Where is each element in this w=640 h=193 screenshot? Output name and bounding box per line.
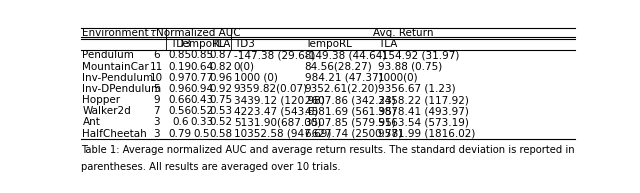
Text: 93.88 (0.75): 93.88 (0.75) — [378, 62, 442, 72]
Text: 0.92: 0.92 — [209, 84, 233, 94]
Text: -147.38 (29.68): -147.38 (29.68) — [234, 51, 315, 60]
Text: 0.56: 0.56 — [168, 106, 192, 116]
Text: -154.92 (31.97): -154.92 (31.97) — [378, 51, 459, 60]
Text: 0(0): 0(0) — [234, 62, 255, 72]
Text: 3: 3 — [153, 117, 160, 127]
Text: 0.58: 0.58 — [209, 129, 233, 139]
Text: 0.52: 0.52 — [190, 106, 213, 116]
Text: 1000 (0): 1000 (0) — [234, 73, 278, 83]
Text: Pendulum: Pendulum — [83, 51, 134, 60]
Text: Inv-DPendulum: Inv-DPendulum — [83, 84, 162, 94]
Text: 0.64: 0.64 — [190, 62, 213, 72]
Text: 5: 5 — [153, 84, 160, 94]
Text: 0.53: 0.53 — [209, 106, 233, 116]
Text: Normalized AUC: Normalized AUC — [156, 28, 241, 38]
Text: TD3: TD3 — [170, 39, 191, 49]
Text: 0.82: 0.82 — [209, 62, 233, 72]
Text: 0.96: 0.96 — [209, 73, 233, 83]
Text: 10: 10 — [150, 73, 163, 83]
Text: TLA: TLA — [378, 39, 397, 49]
Text: 0.33: 0.33 — [190, 117, 213, 127]
Text: 5163.54 (573.19): 5163.54 (573.19) — [378, 117, 468, 127]
Text: 10352.58 (947.69): 10352.58 (947.69) — [234, 129, 331, 139]
Text: 6627.74 (2500.78): 6627.74 (2500.78) — [305, 129, 402, 139]
Text: 2607.86 (342.23): 2607.86 (342.23) — [305, 95, 396, 105]
Text: TempoRL: TempoRL — [179, 39, 225, 49]
Text: 0.19: 0.19 — [168, 62, 192, 72]
Text: 9: 9 — [153, 95, 160, 105]
Text: 0.97: 0.97 — [168, 73, 192, 83]
Text: 84.56(28.27): 84.56(28.27) — [305, 62, 372, 72]
Text: Walker2d: Walker2d — [83, 106, 131, 116]
Text: parentheses. All results are averaged over 10 trials.: parentheses. All results are averaged ov… — [81, 162, 340, 172]
Text: Avg. Return: Avg. Return — [372, 28, 433, 38]
Text: 9356.67 (1.23): 9356.67 (1.23) — [378, 84, 455, 94]
Text: TempoRL: TempoRL — [305, 39, 351, 49]
Text: Table 1: Average normalized AUC and average return results. The standard deviati: Table 1: Average normalized AUC and aver… — [81, 145, 575, 155]
Text: 3878.41 (493.97): 3878.41 (493.97) — [378, 106, 468, 116]
Text: TLA: TLA — [211, 39, 231, 49]
Text: 9352.61(2.20): 9352.61(2.20) — [305, 84, 379, 94]
Text: 0.66: 0.66 — [168, 95, 192, 105]
Text: 0.43: 0.43 — [190, 95, 213, 105]
Text: 0.79: 0.79 — [168, 129, 192, 139]
Text: 0.6: 0.6 — [172, 117, 188, 127]
Text: 3507.85 (579.95): 3507.85 (579.95) — [305, 117, 396, 127]
Text: 4223.47 (543.6): 4223.47 (543.6) — [234, 106, 318, 116]
Text: 0.87: 0.87 — [209, 51, 233, 60]
Text: 11: 11 — [150, 62, 163, 72]
Text: 0.75: 0.75 — [209, 95, 233, 105]
Text: 0.94: 0.94 — [190, 84, 213, 94]
Text: 0.85: 0.85 — [190, 51, 213, 60]
Text: 984.21 (47.37): 984.21 (47.37) — [305, 73, 382, 83]
Text: 0.77: 0.77 — [190, 73, 213, 83]
Text: MountainCar: MountainCar — [83, 62, 149, 72]
Text: 3458.22 (117.92): 3458.22 (117.92) — [378, 95, 468, 105]
Text: 1000(0): 1000(0) — [378, 73, 418, 83]
Text: HalfCheetah: HalfCheetah — [83, 129, 147, 139]
Text: 0.52: 0.52 — [209, 117, 233, 127]
Text: 4581.69 (561.95): 4581.69 (561.95) — [305, 106, 396, 116]
Text: -149.38 (44.64): -149.38 (44.64) — [305, 51, 386, 60]
Text: 0.96: 0.96 — [168, 84, 192, 94]
Text: 0.5: 0.5 — [193, 129, 210, 139]
Text: 9571.99 (1816.02): 9571.99 (1816.02) — [378, 129, 475, 139]
Text: 9359.82(0.07): 9359.82(0.07) — [234, 84, 308, 94]
Text: Inv-Pendulum: Inv-Pendulum — [83, 73, 154, 83]
Text: 3: 3 — [153, 129, 160, 139]
Text: Environment: Environment — [83, 28, 149, 38]
Text: 6: 6 — [153, 51, 160, 60]
Text: 0.85: 0.85 — [168, 51, 192, 60]
Text: 7: 7 — [153, 106, 160, 116]
Text: 5131.90(687.00): 5131.90(687.00) — [234, 117, 321, 127]
Text: $\tau$: $\tau$ — [149, 28, 157, 38]
Text: Hopper: Hopper — [83, 95, 120, 105]
Text: TD3: TD3 — [234, 39, 255, 49]
Text: Ant: Ant — [83, 117, 100, 127]
Text: 3439.12 (120.98): 3439.12 (120.98) — [234, 95, 324, 105]
